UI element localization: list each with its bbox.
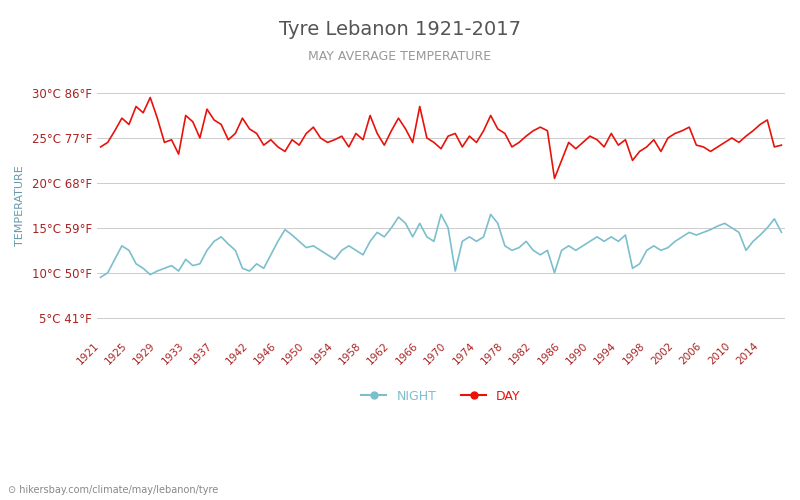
Text: MAY AVERAGE TEMPERATURE: MAY AVERAGE TEMPERATURE	[309, 50, 491, 63]
Text: Tyre Lebanon 1921-2017: Tyre Lebanon 1921-2017	[279, 20, 521, 39]
Text: ⊙ hikersbay.com/climate/may/lebanon/tyre: ⊙ hikersbay.com/climate/may/lebanon/tyre	[8, 485, 218, 495]
Y-axis label: TEMPERATURE: TEMPERATURE	[15, 165, 25, 246]
Legend: NIGHT, DAY: NIGHT, DAY	[356, 384, 526, 407]
